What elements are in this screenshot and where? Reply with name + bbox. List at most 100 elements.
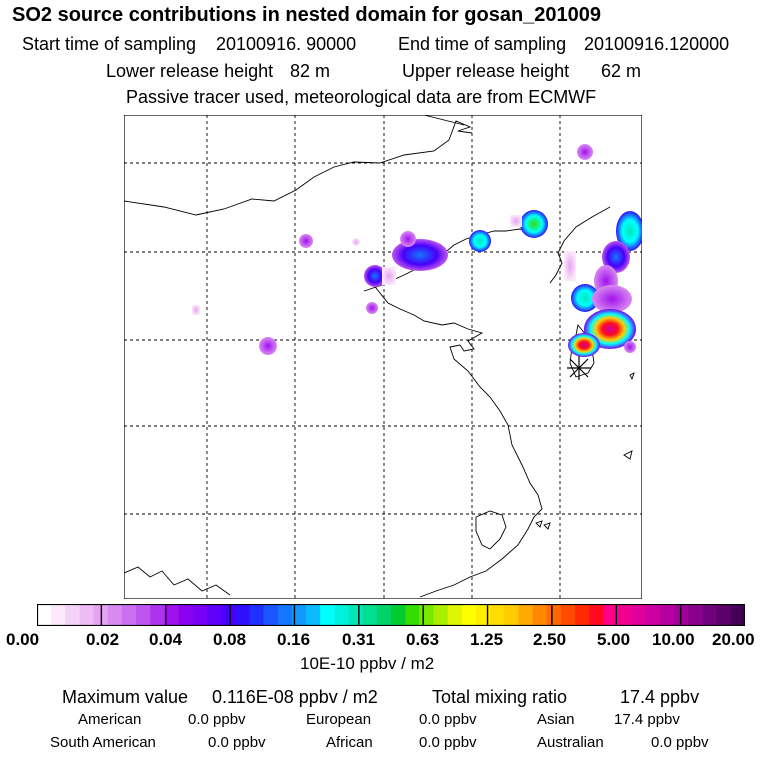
end-time-value: 20100916.120000 (584, 34, 730, 54)
colorbar-tick-label: 5.00 (597, 630, 631, 649)
upper-release-label: Upper release height (402, 61, 570, 81)
colorbar-cell (291, 604, 307, 626)
colorbar-tick-label: 10.00 (652, 630, 695, 649)
colorbar-cell (702, 604, 718, 626)
colorbar-cell (178, 604, 194, 626)
colorbar-cell (575, 604, 590, 626)
max-value-label: Maximum value (62, 687, 189, 707)
colorbar-cell (461, 604, 477, 626)
region-name: American (78, 711, 142, 728)
plume (392, 239, 448, 271)
colorbar-cell (376, 604, 392, 626)
colorbar-cell (164, 604, 179, 626)
colorbar-tick-label: 0.02 (86, 630, 120, 649)
colorbar-cell (475, 604, 491, 626)
colorbar-cell (192, 604, 208, 626)
colorbar-tick-label: 0.00 (6, 630, 40, 649)
colorbar-cell (447, 604, 463, 626)
colorbar-cell (263, 604, 279, 626)
plume (564, 251, 576, 281)
plume (510, 215, 522, 227)
plume (592, 285, 632, 313)
region-value: 0.0 ppbv (651, 734, 709, 751)
region-name: African (326, 734, 373, 751)
colorbar-cell (221, 604, 236, 626)
colorbar-tick-label: 0.16 (277, 630, 311, 649)
colorbar-cell (504, 604, 519, 626)
colorbar-cell (362, 604, 378, 626)
colorbar-cell (249, 604, 264, 626)
colorbar-cell (419, 604, 434, 626)
plot-title: SO2 source contributions in nested domai… (12, 4, 602, 26)
plume (616, 211, 642, 251)
lower-release-value: 82 m (290, 61, 331, 81)
colorbar-cell (107, 604, 123, 626)
start-time-label: Start time of sampling (22, 34, 197, 54)
map-panel (124, 115, 642, 599)
total-mixing-value: 17.4 ppbv (620, 687, 700, 707)
colorbar-cell (121, 604, 137, 626)
colorbar-cell (631, 604, 647, 626)
start-time-value: 20100916. 90000 (216, 34, 357, 54)
colorbar-cell (391, 604, 406, 626)
colorbar-tick-label: 1.25 (470, 630, 504, 649)
colorbar-cell (405, 604, 420, 626)
plume (364, 265, 386, 287)
coastlines (124, 115, 637, 598)
plume (469, 230, 491, 252)
region-value: 17.4 ppbv (614, 711, 680, 728)
colorbar-cell (603, 604, 618, 626)
colorbar-cell (320, 604, 335, 626)
colorbar-cell (433, 604, 449, 626)
region-value: 0.0 ppbv (419, 711, 477, 728)
plume (571, 284, 599, 312)
upper-release-value: 62 m (601, 61, 642, 81)
colorbar-cell (206, 604, 222, 626)
region-name: Australian (537, 734, 604, 751)
map-frame (124, 115, 642, 599)
colorbar-cell (589, 604, 604, 626)
total-mixing-label: Total mixing ratio (432, 687, 568, 707)
region-value: 0.0 ppbv (188, 711, 246, 728)
region-name: Asian (537, 711, 575, 728)
colorbar-cell (674, 604, 689, 626)
so2-plumes (192, 144, 642, 357)
colorbar-tick-label: 0.04 (149, 630, 183, 649)
colorbar-cell (617, 604, 633, 626)
colorbar-cell (37, 604, 52, 626)
colorbar-border (37, 604, 745, 626)
end-time-label: End time of sampling (398, 34, 567, 54)
colorbar-cell (532, 604, 548, 626)
colorbar-cell (334, 604, 349, 626)
colorbar-cell (51, 604, 66, 626)
colorbar-cell (560, 604, 576, 626)
colorbar-tick-label: 0.63 (406, 630, 440, 649)
colorbar-tick-label: 2.50 (533, 630, 567, 649)
plume (366, 302, 378, 314)
plume (577, 144, 593, 160)
tracer-note: Passive tracer used, meteorological data… (126, 87, 597, 107)
colorbar-cell (490, 604, 505, 626)
colorbar-cell (730, 604, 745, 626)
region-value: 0.0 ppbv (419, 734, 477, 751)
colorbar (37, 604, 745, 626)
plume (352, 238, 360, 246)
region-value: 0.0 ppbv (208, 734, 266, 751)
max-value: 0.116E-08 ppbv / m2 (212, 687, 378, 707)
colorbar-tick-label: 0.31 (342, 630, 376, 649)
colorbar-cell (348, 604, 364, 626)
colorbar-cell (688, 604, 703, 626)
plume (259, 337, 277, 355)
colorbar-cell (546, 604, 562, 626)
plume (192, 305, 200, 315)
asterisk-marker (567, 356, 591, 380)
colorbar-cell (306, 604, 321, 626)
colorbar-tick-label: 20.00 (712, 630, 755, 649)
colorbar-cell (716, 604, 732, 626)
plume (299, 234, 313, 248)
colorbar-tick-label: 0.08 (213, 630, 247, 649)
colorbar-cell (65, 604, 80, 626)
region-name: European (306, 711, 372, 728)
plume (400, 231, 416, 247)
plume (624, 341, 636, 353)
